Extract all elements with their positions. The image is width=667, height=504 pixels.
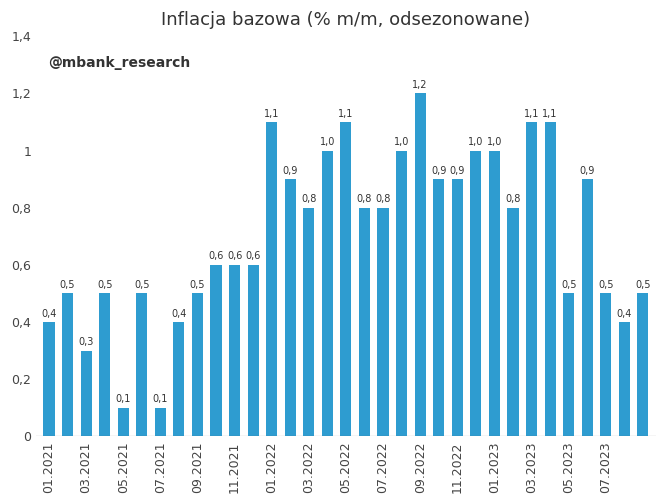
Bar [99,293,110,436]
Text: 0,5: 0,5 [134,280,149,290]
Text: @mbank_research: @mbank_research [49,56,191,70]
Text: 0,9: 0,9 [283,166,298,176]
Bar [43,322,55,436]
Bar [173,322,185,436]
Bar [62,293,73,436]
Text: 0,5: 0,5 [635,280,650,290]
Bar [470,151,482,436]
Bar [303,208,314,436]
Text: 0,6: 0,6 [245,251,261,262]
Bar [340,122,352,436]
Bar [526,122,537,436]
Text: 0,6: 0,6 [227,251,242,262]
Text: 1,0: 1,0 [487,137,502,147]
Text: 0,4: 0,4 [617,308,632,319]
Bar [396,151,407,436]
Text: 0,9: 0,9 [580,166,595,176]
Bar [508,208,518,436]
Text: 0,8: 0,8 [376,195,391,204]
Bar [81,351,91,436]
Text: 1,0: 1,0 [468,137,484,147]
Text: 0,5: 0,5 [60,280,75,290]
Bar [600,293,612,436]
Bar [638,293,648,436]
Text: 0,1: 0,1 [115,395,131,404]
Bar [247,265,259,436]
Bar [544,122,556,436]
Text: 1,0: 1,0 [319,137,335,147]
Bar [489,151,500,436]
Bar [136,293,147,436]
Text: 0,8: 0,8 [506,195,521,204]
Bar [266,122,277,436]
Bar [563,293,574,436]
Text: 1,1: 1,1 [542,108,558,118]
Text: 1,1: 1,1 [524,108,539,118]
Text: 0,4: 0,4 [171,308,187,319]
Bar [211,265,221,436]
Text: 1,2: 1,2 [412,80,428,90]
Text: 0,6: 0,6 [208,251,223,262]
Text: 0,1: 0,1 [153,395,168,404]
Text: 0,9: 0,9 [431,166,446,176]
Text: 0,4: 0,4 [41,308,57,319]
Text: 0,9: 0,9 [450,166,465,176]
Bar [433,179,444,436]
Text: 0,5: 0,5 [189,280,205,290]
Text: 1,1: 1,1 [264,108,279,118]
Bar [415,93,426,436]
Text: 0,3: 0,3 [79,337,94,347]
Bar [229,265,240,436]
Bar [452,179,463,436]
Text: 0,5: 0,5 [561,280,576,290]
Bar [117,408,129,436]
Text: 1,0: 1,0 [394,137,410,147]
Text: 0,8: 0,8 [301,195,317,204]
Bar [359,208,370,436]
Text: 0,5: 0,5 [598,280,614,290]
Bar [285,179,296,436]
Bar [378,208,389,436]
Bar [582,179,593,436]
Text: 0,8: 0,8 [357,195,372,204]
Title: Inflacja bazowa (% m/m, odsezonowane): Inflacja bazowa (% m/m, odsezonowane) [161,11,530,29]
Bar [155,408,166,436]
Bar [619,322,630,436]
Text: 0,5: 0,5 [97,280,113,290]
Bar [192,293,203,436]
Text: 1,1: 1,1 [338,108,354,118]
Bar [321,151,333,436]
